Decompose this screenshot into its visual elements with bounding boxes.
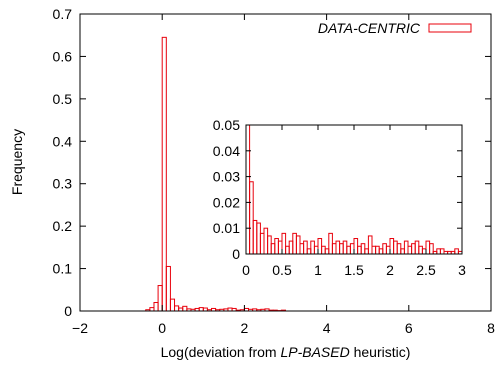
main-x-tick-label: 4 <box>323 320 331 336</box>
main-plot-frame <box>79 13 492 312</box>
inset-y-tick-label: 0.05 <box>213 117 240 133</box>
main-y-tick-label: 0.2 <box>53 218 73 234</box>
main-y-tick-label: 0.7 <box>53 6 73 22</box>
inset-x-tick-label: 1.5 <box>344 262 364 278</box>
inset-x-tick-label: 2 <box>386 262 394 278</box>
inset-y-tick-label: 0.01 <box>213 220 240 236</box>
main-y-tick-label: 0 <box>64 303 72 319</box>
inset-x-tick-label: 2.5 <box>416 262 436 278</box>
main-y-tick-label: 0.6 <box>53 48 73 64</box>
legend-label-data-centric: DATA-CENTRIC <box>318 20 421 36</box>
main-y-tick-label: 0.5 <box>53 91 73 107</box>
legend-swatch-data-centric <box>428 23 472 33</box>
inset-y-tick-label: 0.04 <box>213 143 240 159</box>
inset-y-axis: 0 0.01 0.02 0.03 0.04 0.05 <box>213 117 462 262</box>
main-x-tick-label: 0 <box>158 320 166 336</box>
main-y-tick-label: 0.1 <box>53 261 73 277</box>
main-x-axis: −2 0 2 4 6 8 <box>72 14 495 336</box>
inset-y-tick-label: 0.02 <box>213 194 240 210</box>
inset-x-tick-label: 1 <box>314 262 322 278</box>
inset-x-axis: 0 0.5 1 1.5 2 2.5 3 <box>242 125 466 278</box>
inset-x-tick-label: 0 <box>242 262 250 278</box>
main-x-tick-label: 2 <box>241 320 249 336</box>
legend: DATA-CENTRIC <box>318 20 472 36</box>
main-x-tick-label: −2 <box>72 320 88 336</box>
y-axis-label: Frequency <box>9 129 25 195</box>
inset-x-tick-label: 0.5 <box>272 262 292 278</box>
main-x-tick-label: 8 <box>487 320 495 336</box>
inset-y-tick-label: 0 <box>232 246 240 262</box>
inset-background <box>246 125 462 254</box>
main-y-tick-label: 0.3 <box>53 176 73 192</box>
x-axis-label: Log(deviation from LP-BASED heuristic) <box>161 344 411 360</box>
inset-plot: 0 0.5 1 1.5 2 2.5 3 0 0.01 0.02 0.03 0.04 0.05 <box>213 117 466 278</box>
main-y-axis: 0 0.1 0.2 0.3 0.4 0.5 0.6 0.7 <box>53 6 491 319</box>
main-y-tick-label: 0.4 <box>53 133 73 149</box>
inset-x-tick-label: 3 <box>458 262 466 278</box>
main-plot: −2 0 2 4 6 8 00.10.20.30.40.50.60.7 <box>53 6 496 336</box>
inset-y-tick-label: 0.03 <box>213 169 240 185</box>
main-x-tick-label: 6 <box>405 320 413 336</box>
